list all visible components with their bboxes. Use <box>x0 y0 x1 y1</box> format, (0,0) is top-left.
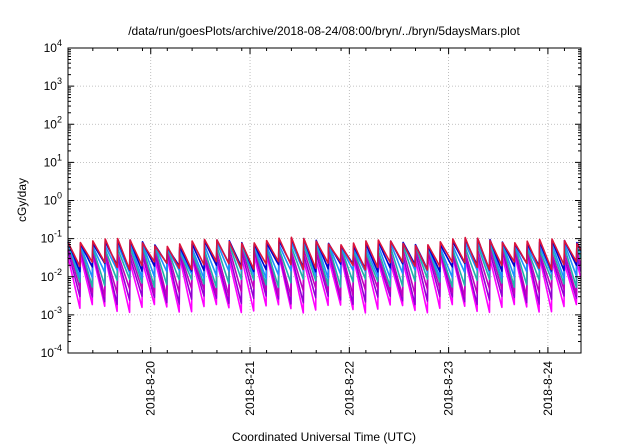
y-tick-label: 102 <box>44 114 62 131</box>
chart-title: /data/run/goesPlots/archive/2018-08-24/0… <box>128 24 520 38</box>
y-tick-label: 10-4 <box>41 343 62 360</box>
y-axis: 10-4 10-3 10-2 10-1 100 101 102 103 104 <box>41 38 581 360</box>
series-line <box>67 239 582 280</box>
y-tick-label: 10-1 <box>41 229 62 246</box>
y-tick-label: 101 <box>44 152 62 169</box>
y-axis-label: cGy/day <box>15 178 29 222</box>
series-layer <box>67 236 582 314</box>
x-axis: 2018-8-20 2018-8-21 2018-8-22 2018-8-23 2018… <box>67 48 565 416</box>
grid <box>68 47 581 354</box>
x-tick-label: 2018-8-23 <box>442 361 456 416</box>
x-tick-label: 2018-8-22 <box>342 361 356 416</box>
y-tick-label: 10-3 <box>41 305 62 322</box>
series-line <box>67 236 582 271</box>
y-tick-label: 103 <box>44 76 62 93</box>
x-tick-label: 2018-8-20 <box>144 361 158 416</box>
plot-frame <box>67 47 582 354</box>
y-tick-label: 10-2 <box>41 267 62 284</box>
x-tick-label: 2018-8-24 <box>541 361 555 416</box>
x-tick-label: 2018-8-21 <box>243 361 257 416</box>
x-axis-label: Coordinated Universal Time (UTC) <box>232 430 416 444</box>
y-tick-label: 100 <box>44 191 62 208</box>
y-tick-label: 104 <box>44 38 62 55</box>
series-line <box>67 242 582 289</box>
